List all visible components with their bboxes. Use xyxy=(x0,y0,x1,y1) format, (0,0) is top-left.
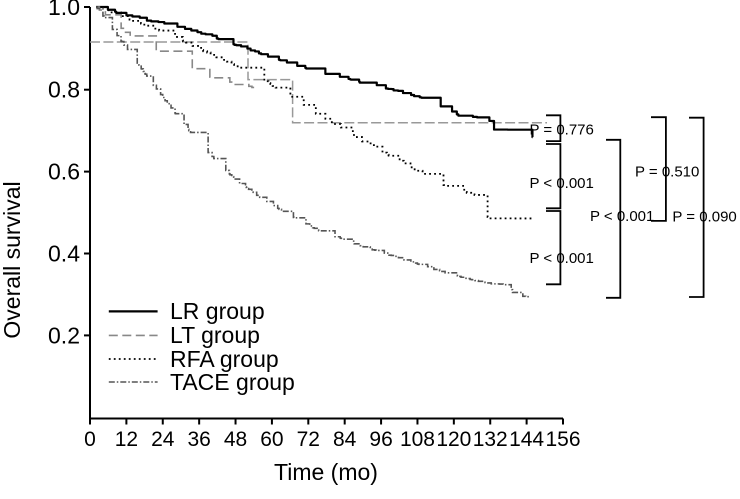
svg-text:0.8: 0.8 xyxy=(48,77,80,103)
svg-text:108: 108 xyxy=(400,428,435,451)
svg-text:48: 48 xyxy=(224,428,247,451)
svg-text:96: 96 xyxy=(369,428,392,451)
svg-text:132: 132 xyxy=(473,428,508,451)
svg-text:1.0: 1.0 xyxy=(48,0,80,20)
svg-text:24: 24 xyxy=(151,428,175,451)
svg-text:Time (mo): Time (mo) xyxy=(274,459,378,485)
svg-text:P < 0.001: P < 0.001 xyxy=(590,208,654,225)
svg-text:84: 84 xyxy=(333,428,357,451)
svg-text:P < 0.001: P < 0.001 xyxy=(530,175,594,192)
svg-text:LT group: LT group xyxy=(170,322,260,348)
svg-text:P < 0.001: P < 0.001 xyxy=(530,250,594,267)
svg-text:0.6: 0.6 xyxy=(48,159,80,185)
svg-text:Overall survival: Overall survival xyxy=(0,181,25,338)
svg-text:0.2: 0.2 xyxy=(48,322,80,348)
svg-text:72: 72 xyxy=(297,428,320,451)
svg-text:P = 0.510: P = 0.510 xyxy=(635,163,699,180)
svg-text:LR group: LR group xyxy=(170,298,265,324)
svg-text:120: 120 xyxy=(436,428,471,451)
svg-text:P = 0.776: P = 0.776 xyxy=(530,121,594,138)
svg-text:60: 60 xyxy=(260,428,283,451)
svg-text:144: 144 xyxy=(509,428,544,451)
svg-text:12: 12 xyxy=(115,428,138,451)
svg-text:36: 36 xyxy=(187,428,210,451)
svg-text:0.4: 0.4 xyxy=(48,241,80,267)
svg-text:TACE group: TACE group xyxy=(170,369,295,395)
svg-text:0: 0 xyxy=(84,428,96,451)
svg-text:156: 156 xyxy=(545,428,580,451)
svg-text:P = 0.090: P = 0.090 xyxy=(672,208,736,225)
